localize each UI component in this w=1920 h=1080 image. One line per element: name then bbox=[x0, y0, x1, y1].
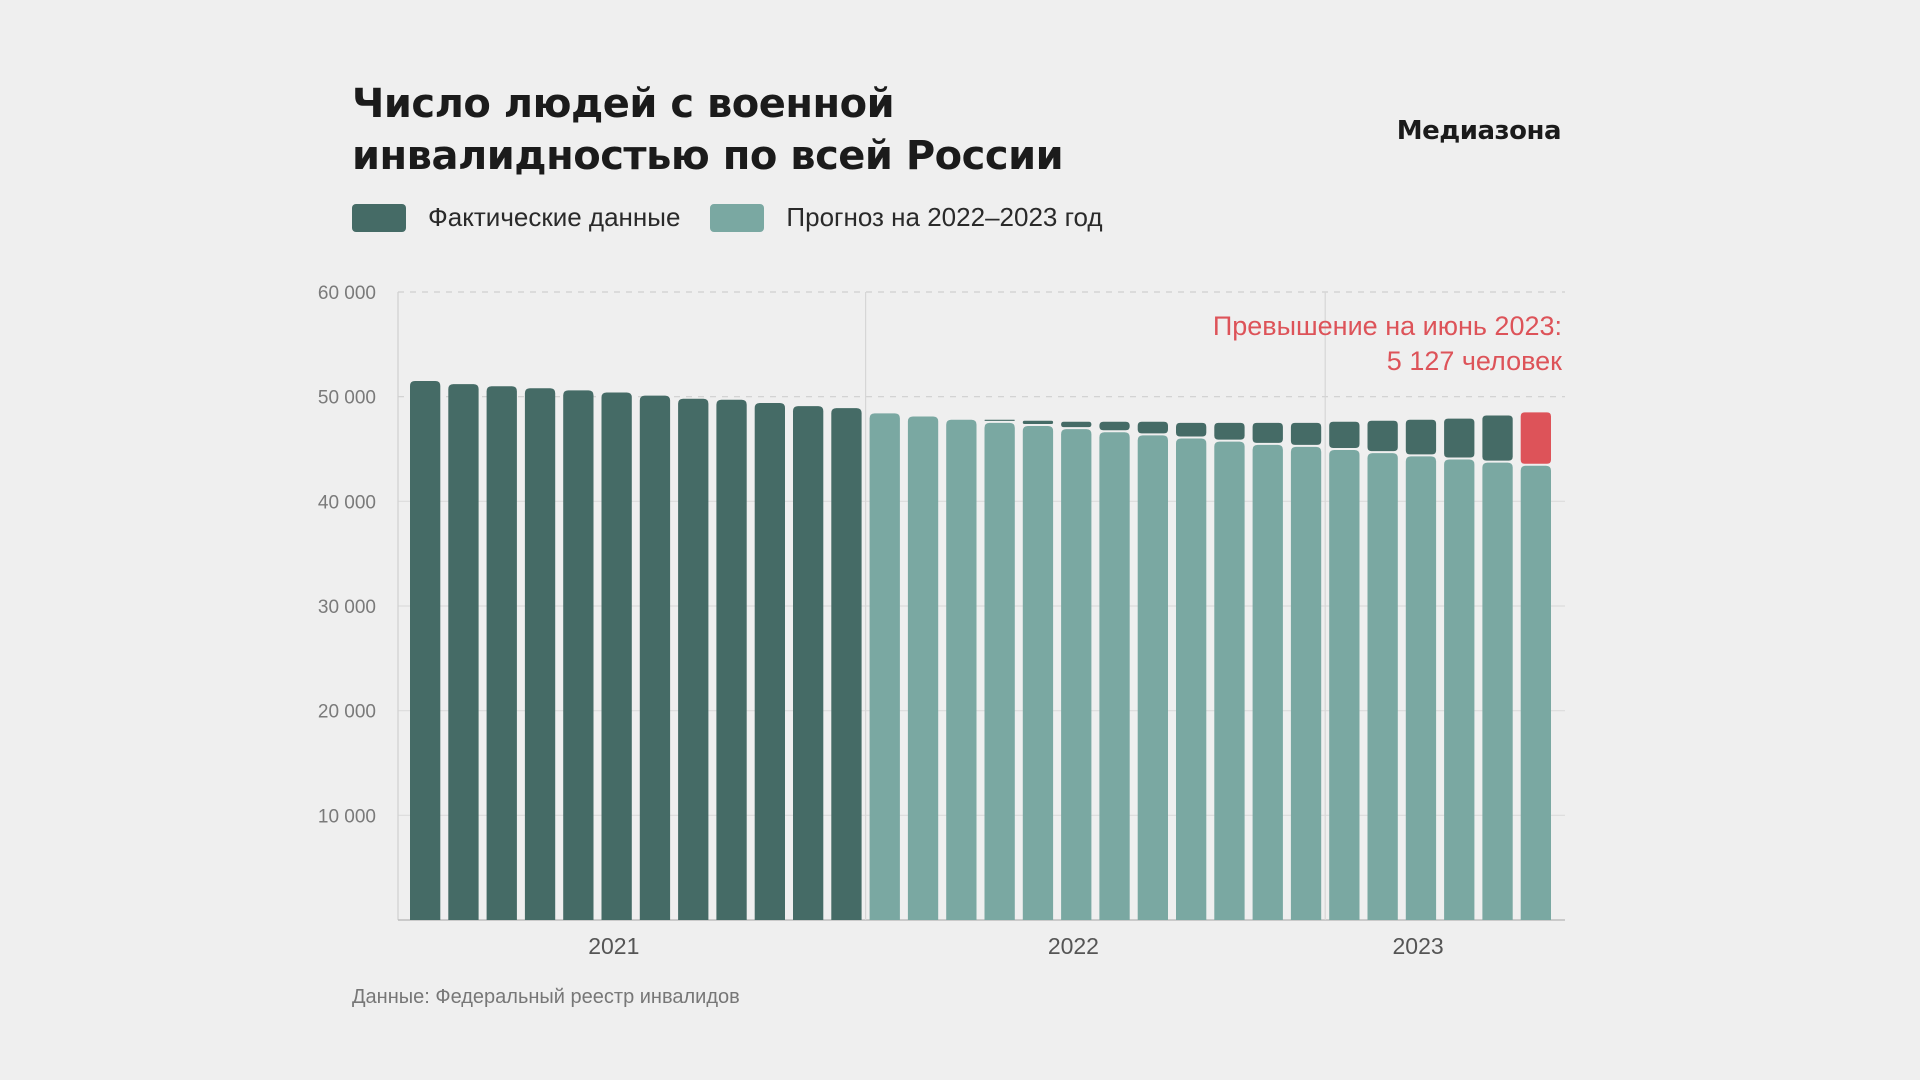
bar-forecast bbox=[1099, 432, 1130, 920]
legend-label-forecast: Прогноз на 2022–2023 год bbox=[786, 202, 1103, 232]
bar-excess bbox=[1290, 422, 1322, 445]
bar-actual bbox=[601, 392, 632, 921]
legend-label-actual: Фактические данные bbox=[428, 202, 681, 232]
y-tick-label: 20 000 bbox=[318, 702, 376, 723]
bar-actual bbox=[486, 386, 517, 920]
chart-title-line-1: Число людей с военной bbox=[352, 81, 895, 127]
bar-forecast bbox=[946, 419, 977, 920]
legend-item-actual: Фактические данные bbox=[352, 202, 680, 233]
bar-excess bbox=[1022, 420, 1054, 424]
y-tick-label: 60 000 bbox=[318, 283, 376, 304]
bar-actual bbox=[524, 388, 556, 920]
bar-forecast bbox=[1520, 465, 1551, 920]
bars bbox=[410, 380, 1551, 921]
bar-actual bbox=[754, 402, 785, 920]
bar-forecast bbox=[1137, 435, 1168, 920]
bar-excess-highlight bbox=[1520, 412, 1551, 464]
bar-forecast bbox=[1482, 462, 1513, 920]
bar-forecast bbox=[907, 416, 939, 920]
annotation-line: Превышение на июнь 2023: bbox=[1213, 311, 1562, 341]
bar-excess bbox=[1329, 421, 1360, 449]
bar-forecast bbox=[1214, 441, 1245, 920]
x-year-label: 2022 bbox=[1048, 933, 1099, 959]
bar-excess bbox=[1252, 422, 1283, 443]
bar-excess bbox=[1061, 421, 1092, 428]
x-year-label: 2023 bbox=[1393, 933, 1444, 959]
bar-excess bbox=[1176, 422, 1207, 437]
annotation: Превышение на июнь 2023: 5 127 человек bbox=[1213, 311, 1562, 376]
legend-swatch-forecast bbox=[710, 203, 765, 232]
bar-excess bbox=[1137, 421, 1168, 434]
annotation-line: 5 127 человек bbox=[1387, 346, 1562, 376]
bar-excess bbox=[1099, 421, 1130, 431]
bar-forecast bbox=[1176, 438, 1207, 920]
chart-title-line-2: инвалидностью по всей России bbox=[352, 133, 1064, 179]
bar-excess bbox=[1444, 418, 1475, 458]
bar-excess bbox=[984, 419, 1015, 421]
bar-excess bbox=[1214, 422, 1245, 440]
legend-swatch-actual bbox=[352, 203, 406, 232]
bar-actual bbox=[410, 380, 441, 920]
bar-actual bbox=[716, 399, 747, 921]
chart-title: Число людей с военной инвалидностью по в… bbox=[352, 78, 1252, 182]
x-axis-labels: 2021 2022 2023 bbox=[588, 933, 1443, 959]
bar-actual bbox=[831, 408, 862, 920]
y-tick-label: 50 000 bbox=[318, 388, 376, 409]
x-year-label: 2021 bbox=[588, 933, 639, 959]
bar-forecast bbox=[1444, 459, 1475, 920]
bar-actual bbox=[639, 395, 671, 920]
bar-forecast bbox=[1329, 450, 1360, 920]
bar-forecast bbox=[1252, 444, 1283, 920]
bar-forecast bbox=[1290, 446, 1322, 920]
bar-actual bbox=[448, 384, 479, 920]
bar-excess bbox=[1482, 415, 1513, 461]
y-tick-label: 40 000 bbox=[318, 492, 376, 513]
y-tick-label: 30 000 bbox=[318, 597, 376, 618]
brand-logo: Медиазона bbox=[1396, 116, 1562, 146]
legend-item-forecast: Прогноз на 2022–2023 год bbox=[710, 202, 1103, 233]
bar-forecast bbox=[1405, 456, 1437, 920]
y-tick-label: 10 000 bbox=[318, 806, 376, 827]
bar-forecast bbox=[1367, 453, 1398, 920]
bar-excess bbox=[1405, 419, 1437, 455]
legend: Фактические данные Прогноз на 2022–2023 … bbox=[352, 202, 1133, 233]
bar-forecast bbox=[1061, 429, 1092, 920]
source-note: Данные: Федеральный реестр инвалидов bbox=[352, 986, 740, 1008]
bar-actual bbox=[563, 390, 594, 920]
bar-forecast bbox=[1022, 425, 1054, 920]
bar-actual bbox=[678, 398, 709, 920]
bar-forecast bbox=[869, 413, 900, 920]
bar-forecast bbox=[984, 422, 1015, 920]
y-axis-ticks: 60 000 50 000 40 000 30 000 20 000 10 000 bbox=[318, 283, 376, 827]
bar-actual bbox=[793, 406, 824, 920]
bar-excess bbox=[1367, 420, 1398, 452]
